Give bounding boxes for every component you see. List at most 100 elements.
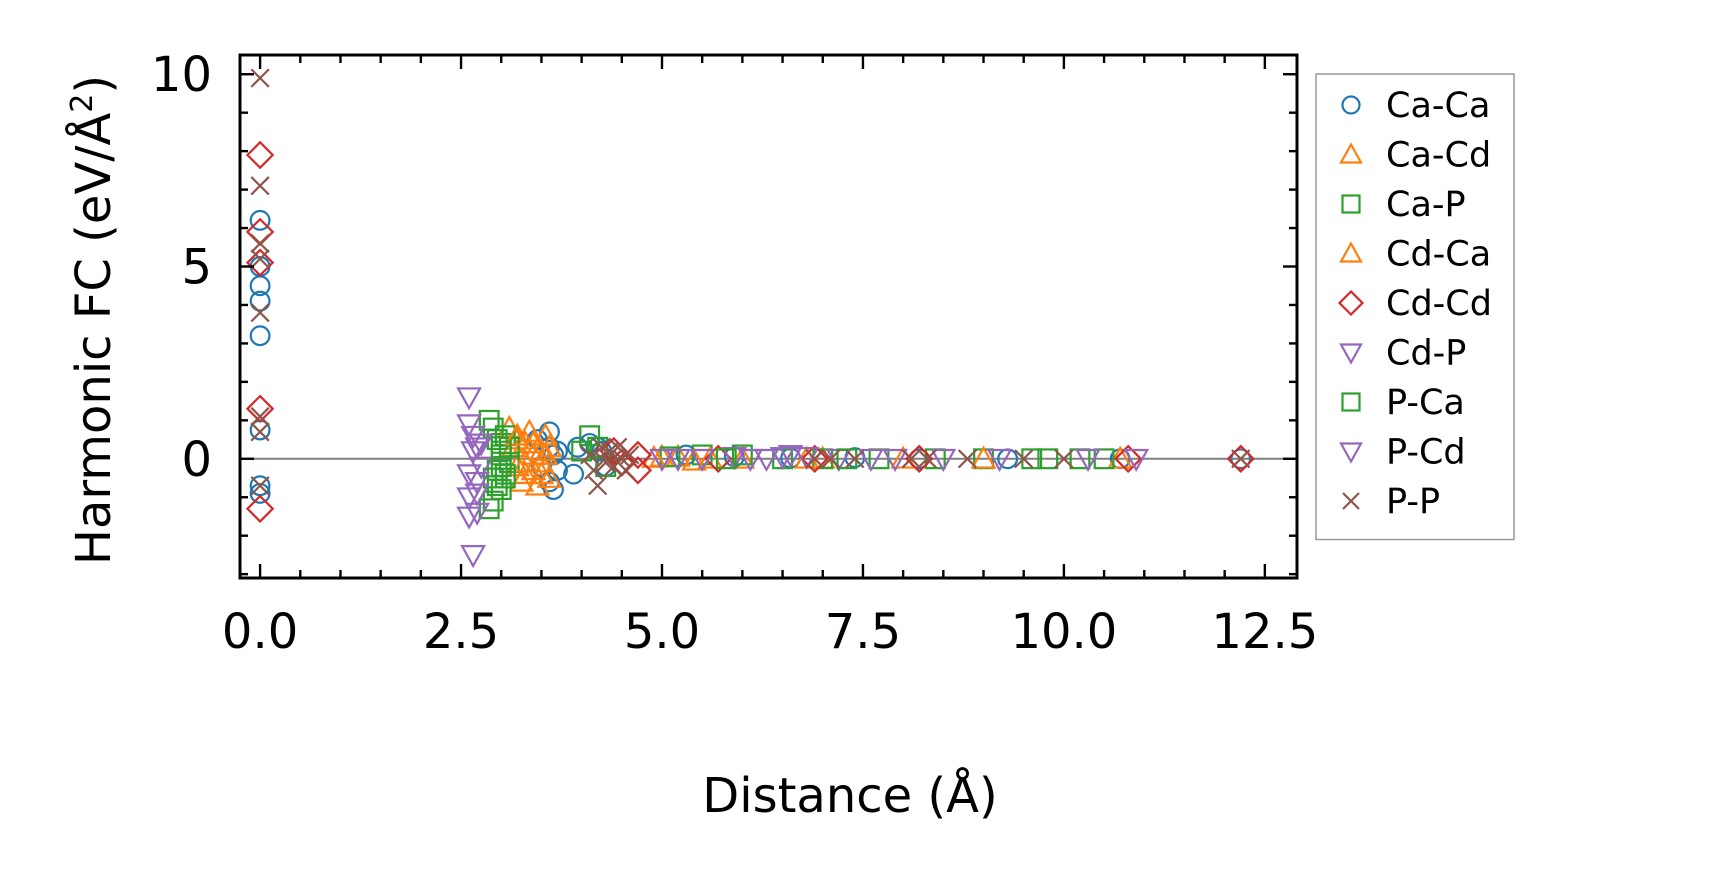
legend-entry-ca-ca: Ca-Ca <box>1341 86 1490 126</box>
legend-label-ca-p: Ca-P <box>1386 185 1466 225</box>
point-p-p-23 <box>917 449 937 469</box>
point-cd-p-22 <box>1075 448 1101 473</box>
legend-entry-cd-p: Cd-P <box>1339 334 1466 374</box>
x-axis-label: Distance (Å) <box>702 767 997 824</box>
point-p-p-26 <box>1054 449 1074 469</box>
point-cd-p-2 <box>456 464 482 488</box>
point-cd-ca-2 <box>520 430 547 454</box>
point-p-p-15 <box>608 437 628 457</box>
point-p-p-5 <box>250 406 270 427</box>
legend-entry-ca-cd: Ca-Cd <box>1339 136 1491 176</box>
point-cd-p-10 <box>468 456 495 480</box>
point-cd-p-14 <box>737 448 764 473</box>
legend-marker-p-cd <box>1339 442 1363 464</box>
point-cd-p-13 <box>721 446 748 471</box>
point-cd-cd-4 <box>245 494 275 523</box>
legend-marker-ca-p <box>1341 194 1361 214</box>
point-cd-cd-11 <box>905 444 934 473</box>
legend-label-p-p: P-P <box>1386 482 1440 522</box>
point-ca-cd-19 <box>729 445 756 469</box>
point-ca-ca-17 <box>563 463 585 485</box>
point-p-p-10 <box>588 476 608 496</box>
x-tick-label: 2.5 <box>423 604 499 660</box>
series-cd-p <box>456 387 1101 569</box>
axes <box>238 53 1299 580</box>
point-ca-p-10 <box>490 479 512 501</box>
y-tick-label: 10 <box>151 47 212 103</box>
point-cd-p-21 <box>986 448 1013 473</box>
y-axis-label-main: Harmonic FC (eV/Å <box>65 113 122 566</box>
ticks <box>240 55 1297 578</box>
point-p-p-3 <box>250 249 270 269</box>
point-cd-cd-13 <box>1226 444 1255 473</box>
point-cd-p-20 <box>930 448 957 473</box>
x-tick-label: 0.0 <box>222 604 298 660</box>
point-ca-ca-12 <box>539 421 560 443</box>
point-p-cd-5 <box>858 448 884 473</box>
legend-marker-ca-cd <box>1339 142 1363 164</box>
point-ca-ca-18 <box>567 436 589 458</box>
point-p-p-6 <box>250 422 270 442</box>
axis-labels: Distance (Å) Harmonic FC (eV/Å2) <box>65 75 998 824</box>
legend-box <box>1315 73 1515 541</box>
x-tick-label: 10.0 <box>1010 604 1117 660</box>
point-ca-ca-0 <box>249 209 271 231</box>
legend-label-ca-cd: Ca-Cd <box>1386 136 1491 176</box>
y-axis-label-close: ) <box>66 75 122 94</box>
y-tick-label: 0 <box>181 432 212 488</box>
point-p-cd-2 <box>468 433 495 457</box>
point-p-p-20 <box>821 449 841 469</box>
point-p-p-2 <box>250 233 270 254</box>
point-cd-ca-8 <box>970 445 997 469</box>
point-p-p-25 <box>1014 449 1034 469</box>
point-ca-p-3 <box>482 467 504 489</box>
y-tick-label: 5 <box>181 240 212 296</box>
point-p-cd-0 <box>460 441 486 465</box>
legend-entry-ca-p: Ca-P <box>1341 185 1466 225</box>
point-p-ca-2 <box>494 463 516 485</box>
point-cd-p-16 <box>777 445 804 469</box>
point-p-p-8 <box>580 445 600 465</box>
point-cd-cd-0 <box>245 140 275 170</box>
point-ca-cd-15 <box>536 464 563 488</box>
point-p-p-19 <box>805 449 825 469</box>
point-p-p-4 <box>250 303 270 323</box>
y-axis-label: Harmonic FC (eV/Å2) <box>65 75 122 565</box>
point-ca-cd-18 <box>681 447 708 471</box>
point-ca-p-20 <box>731 444 753 466</box>
point-cd-p-0 <box>456 387 482 411</box>
point-p-p-21 <box>845 449 865 469</box>
point-p-p-17 <box>616 460 636 480</box>
point-cd-p-11 <box>649 448 675 473</box>
point-p-p-9 <box>584 460 604 480</box>
point-p-cd-3 <box>665 448 691 473</box>
point-cd-p-5 <box>460 425 486 449</box>
tick-labels: 0.0 2.5 5.0 7.5 10.0 12.5 0 5 10 <box>151 47 1318 660</box>
series-p-p <box>250 68 1251 496</box>
legend-label-p-cd: P-Cd <box>1386 433 1466 473</box>
point-cd-p-1 <box>456 414 482 438</box>
x-tick-label: 12.5 <box>1211 604 1318 660</box>
legend-entry-p-cd: P-Cd <box>1339 433 1466 473</box>
legend-marker-ca-ca <box>1341 95 1361 115</box>
point-cd-p-19 <box>882 448 908 473</box>
point-p-p-1 <box>250 176 270 196</box>
legend-label-cd-p: Cd-P <box>1386 334 1466 374</box>
y-axis-label-superscript: 2 <box>65 94 100 113</box>
point-p-p-27 <box>1231 449 1251 469</box>
point-cd-cd-12 <box>1113 444 1143 473</box>
point-ca-p-4 <box>482 490 504 512</box>
point-p-ca-6 <box>1037 448 1059 470</box>
point-cd-ca-3 <box>528 460 555 485</box>
point-ca-ca-7 <box>249 482 271 504</box>
point-ca-ca-3 <box>249 290 271 312</box>
x-tick-label: 7.5 <box>825 604 901 660</box>
legend-marker-cd-cd <box>1337 289 1365 317</box>
legend-marker-p-p <box>1342 492 1360 510</box>
point-cd-cd-3 <box>245 394 275 423</box>
point-p-ca-1 <box>490 440 512 462</box>
series-p-ca <box>486 440 1059 497</box>
point-cd-p-17 <box>793 446 820 471</box>
